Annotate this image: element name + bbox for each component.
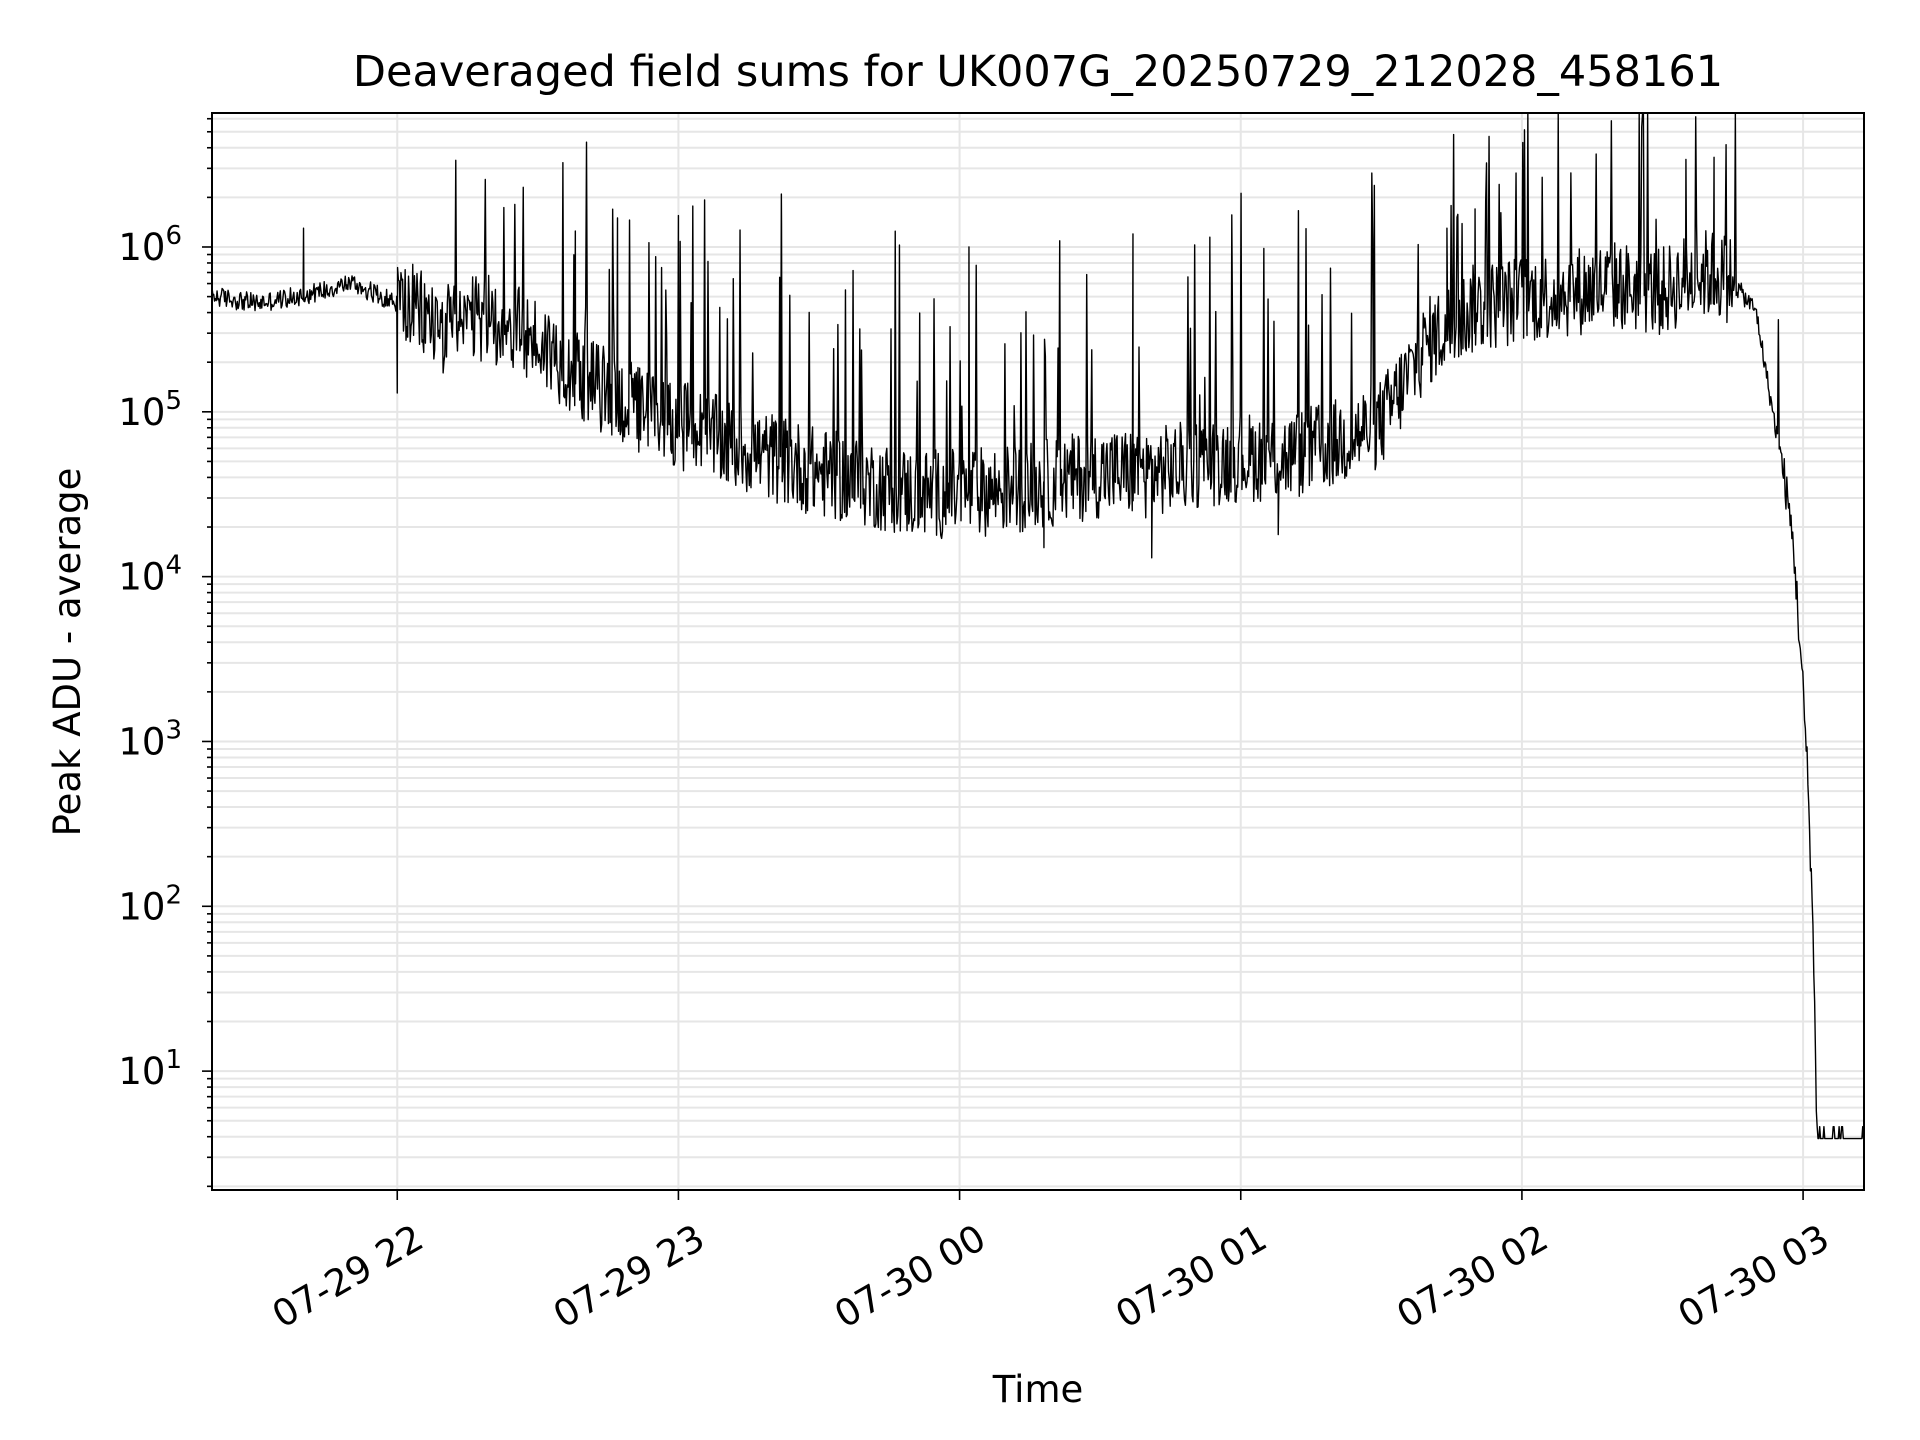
y-tick-label: 104 [118, 551, 182, 599]
y-tick-label: 102 [118, 880, 182, 928]
x-axis-label: Time [992, 1368, 1084, 1411]
y-tick-exponent: 2 [165, 880, 182, 910]
line-layer [211, 112, 1865, 1140]
y-axis-label: Peak ADU - average [46, 468, 89, 837]
y-tick-base: 10 [118, 1050, 165, 1093]
y-tick-exponent: 1 [165, 1045, 182, 1075]
grid-layer [212, 113, 1864, 1190]
y-tick-exponent: 4 [165, 551, 182, 581]
chart-title: Deaveraged field sums for UK007G_2025072… [353, 47, 1723, 97]
y-tick-base: 10 [118, 391, 165, 434]
y-tick-exponent: 6 [165, 221, 182, 251]
y-tick-label: 106 [118, 221, 182, 269]
y-tick-label: 101 [118, 1045, 182, 1093]
y-tick-base: 10 [118, 720, 165, 763]
plot-frame [211, 112, 1865, 1191]
y-tick-base: 10 [118, 226, 165, 269]
y-tick-label: 105 [118, 386, 182, 434]
y-tick-label: 103 [118, 715, 182, 763]
y-tick-base: 10 [118, 885, 165, 928]
y-tick-exponent: 3 [165, 715, 182, 745]
y-tick-exponent: 5 [165, 386, 182, 416]
y-tick-base: 10 [118, 556, 165, 599]
series-line [211, 112, 1865, 1140]
